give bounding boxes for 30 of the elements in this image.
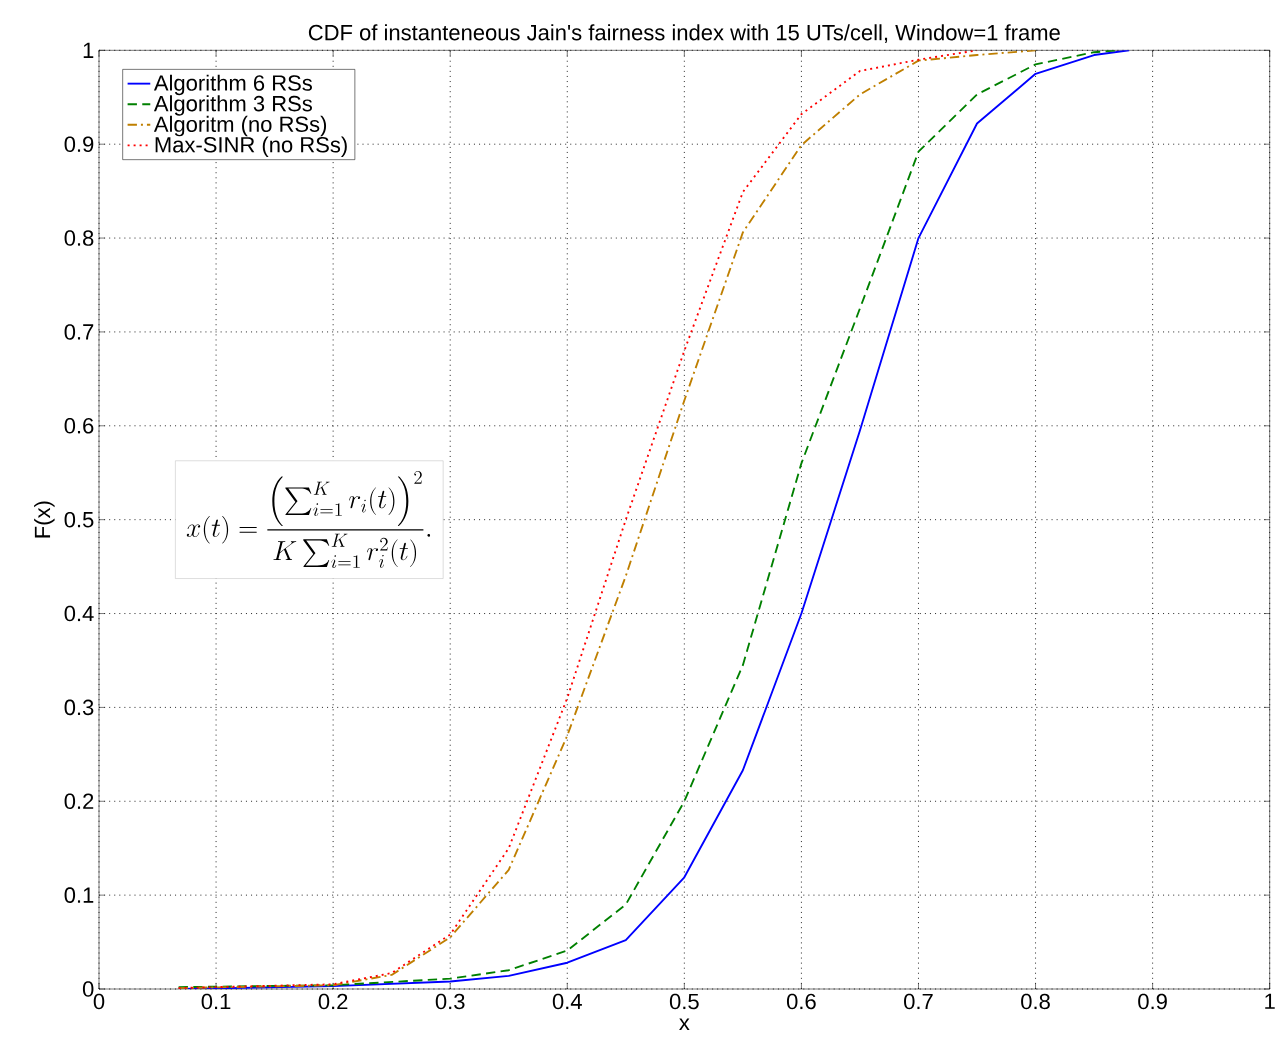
chart-title: CDF of instanteneous Jain's fairness index with 15 UTs/cell, Window=1 frame [308,24,1060,43]
y-tick-label: 0.5 [64,511,94,528]
y-tick-label: 0.6 [64,418,94,434]
x-tick-label: 0.5 [669,993,699,1010]
y-tick-label: 0.3 [64,699,94,716]
x-tick-label: 0.9 [1138,993,1167,1010]
y-tick-label: 0 [82,981,94,997]
y-tick-label: 0.4 [64,605,94,622]
x-axis-title: x [679,1018,690,1031]
y-tick-label: 0.7 [64,324,94,340]
y-tick-label: 0.9 [64,136,94,152]
x-tick-label: 0.6 [786,993,816,1010]
legend-label: Algorithm 3 RSs [153,95,312,116]
annotation: $x(t) = \frac{\left(\sum_{i=1}^{K} r_i(t)\right)^2}{K \sum_{i=1}^{K} r_i^2(t)}.$ [186,471,431,569]
x-tick-label: 0.3 [435,993,465,1010]
y-tick-label: 0.1 [64,887,94,903]
legend-label: Algorithm 6 RSs [153,74,312,96]
y-axis-title: F(x) [34,501,55,538]
x-tick-label: 0 [93,993,105,1010]
legend-label: Algoritm (no RSs) [153,115,327,137]
legend-label: Max-SINR (no RSs) [155,136,347,157]
y-tick-label: 0.2 [64,793,94,810]
y-tick-label: 1 [83,42,94,58]
x-tick-label: 0.2 [318,993,348,1010]
y-tick-label: 0.8 [64,230,94,246]
x-tick-label: 1 [1265,993,1275,1009]
x-tick-label: 0.1 [201,993,231,1010]
x-tick-label: 0.8 [1021,993,1050,1010]
x-tick-label: 0.7 [904,993,933,1010]
x-tick-label: 0.4 [552,993,582,1010]
